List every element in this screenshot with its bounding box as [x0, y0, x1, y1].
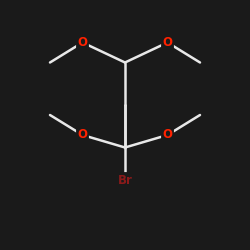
Text: O: O	[162, 128, 172, 141]
Text: O: O	[78, 128, 88, 141]
Text: O: O	[78, 36, 88, 49]
Text: O: O	[162, 36, 172, 49]
Text: Br: Br	[118, 174, 132, 186]
